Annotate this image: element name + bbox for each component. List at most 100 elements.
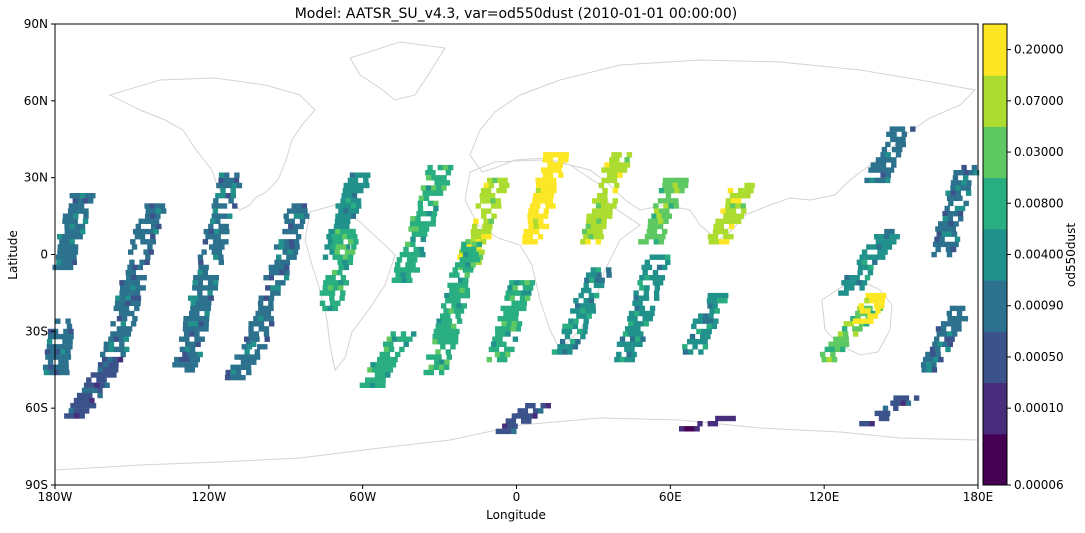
data-cell	[611, 152, 617, 158]
data-cell	[644, 275, 650, 281]
data-cell	[870, 292, 876, 299]
data-cell	[124, 346, 130, 353]
data-cell	[838, 336, 844, 342]
data-cell	[632, 300, 638, 306]
data-cell	[253, 331, 259, 337]
data-cell	[48, 364, 54, 370]
data-cell	[224, 172, 230, 178]
data-cell	[626, 152, 633, 158]
data-cell	[505, 326, 511, 332]
swath-26	[920, 305, 969, 373]
data-cell	[289, 218, 295, 224]
data-cell	[129, 310, 135, 317]
data-cell	[126, 326, 133, 332]
data-cell	[194, 336, 200, 342]
data-cell	[521, 413, 528, 419]
data-cell	[449, 328, 455, 335]
data-cell	[279, 244, 285, 250]
data-cell	[714, 308, 720, 314]
data-cell	[546, 167, 552, 173]
data-cell	[120, 300, 126, 306]
data-cell	[496, 203, 502, 209]
data-cell	[857, 326, 863, 332]
data-cell	[885, 239, 892, 245]
data-cell	[877, 249, 883, 255]
data-cell	[87, 387, 93, 394]
data-cell	[90, 193, 96, 199]
colorbar-tick-label: 0.20000	[1014, 43, 1064, 57]
data-cell	[882, 249, 888, 255]
data-cell	[509, 280, 515, 286]
data-cell	[895, 136, 901, 143]
data-cell	[442, 339, 448, 345]
data-cell	[337, 269, 343, 276]
y-tick-label: 0	[40, 248, 48, 262]
data-cell	[68, 408, 74, 414]
data-swaths	[42, 126, 980, 435]
data-cell	[629, 346, 635, 353]
data-cell	[67, 218, 73, 224]
data-cell	[963, 170, 970, 176]
colorbar-tick-label: 0.00800	[1014, 196, 1064, 210]
data-cell	[956, 321, 962, 327]
data-cell	[73, 213, 79, 219]
data-cell	[556, 167, 562, 173]
colorbar-tick-label: 0.03000	[1014, 145, 1064, 159]
data-cell	[225, 193, 231, 199]
data-cell	[390, 331, 396, 337]
data-cell	[57, 249, 63, 255]
data-cell	[335, 203, 341, 209]
data-cell	[395, 272, 401, 278]
data-cell	[279, 259, 285, 265]
data-cell	[441, 318, 447, 324]
data-cell	[185, 341, 191, 347]
data-cell	[634, 305, 640, 312]
data-cell	[143, 218, 150, 224]
swath-6	[224, 344, 268, 381]
data-cell	[843, 290, 849, 296]
data-cell	[842, 331, 849, 337]
data-cell	[353, 208, 359, 214]
swath-13	[522, 152, 569, 245]
data-cell	[431, 185, 437, 191]
data-cell	[113, 362, 119, 368]
data-cell	[723, 228, 729, 235]
data-cell	[67, 208, 74, 214]
data-cell	[218, 172, 225, 178]
data-cell	[946, 195, 953, 201]
data-cell	[562, 323, 568, 330]
data-cell	[630, 326, 636, 332]
data-cell	[150, 208, 157, 214]
data-cell	[598, 234, 604, 240]
data-cell	[113, 305, 119, 312]
data-cell	[417, 205, 424, 212]
data-cell	[656, 264, 663, 271]
data-cell	[639, 310, 645, 317]
data-cell	[453, 308, 460, 314]
data-cell	[513, 310, 519, 317]
data-cell	[405, 262, 411, 268]
data-cell	[236, 182, 243, 189]
data-cell	[899, 126, 906, 132]
data-cell	[945, 226, 951, 232]
data-cell	[417, 200, 423, 207]
data-cell	[353, 182, 360, 189]
data-cell	[868, 167, 874, 173]
data-cell	[886, 244, 893, 250]
data-cell	[879, 303, 885, 309]
data-cell	[340, 213, 346, 219]
data-cell	[409, 251, 416, 258]
data-cell	[464, 287, 470, 294]
data-cell	[206, 300, 212, 306]
data-cell	[465, 239, 471, 245]
data-cell	[437, 190, 444, 196]
data-cell	[216, 182, 222, 189]
colorbar-segment	[983, 280, 1007, 332]
data-cell	[74, 228, 81, 235]
data-cell	[926, 367, 932, 373]
data-cell	[345, 203, 352, 209]
data-cell	[535, 203, 541, 209]
data-cell	[450, 298, 456, 304]
data-cell	[708, 239, 714, 245]
data-cell	[626, 351, 632, 358]
